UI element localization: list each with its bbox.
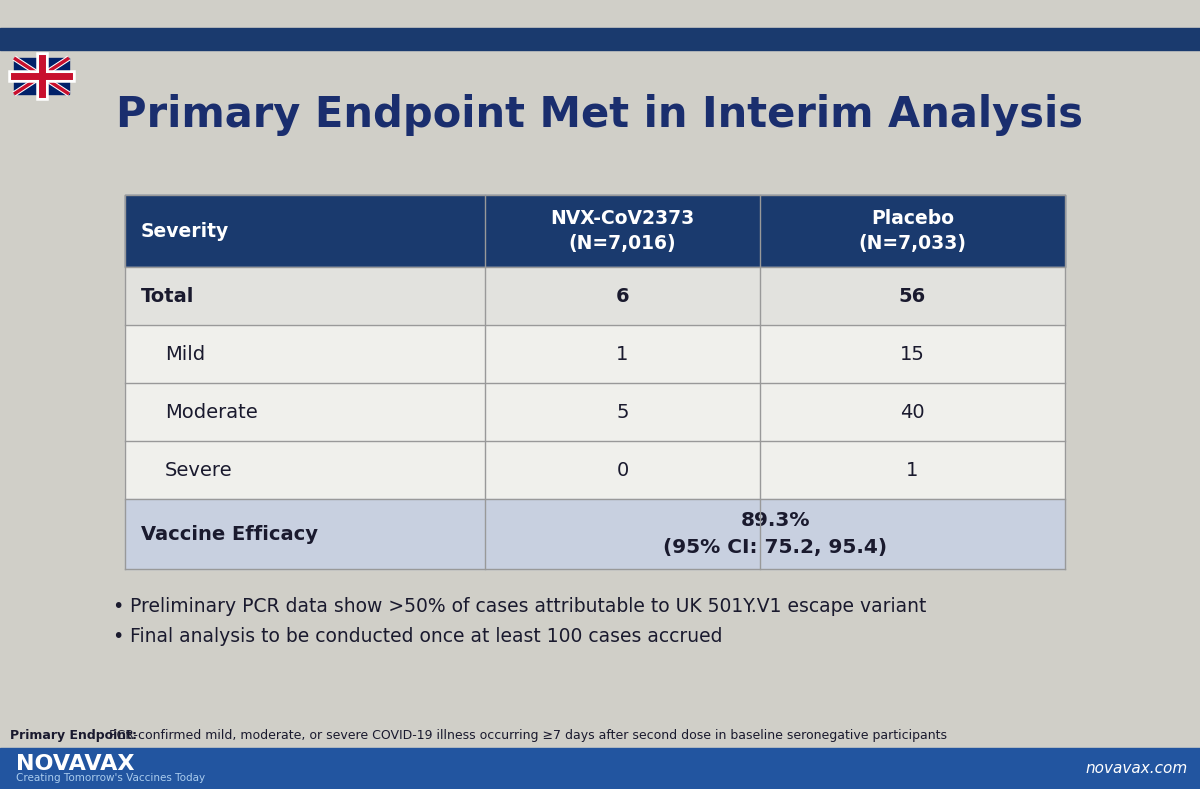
Text: NOVAVAX: NOVAVAX <box>16 753 134 773</box>
Text: 89.3%
(95% CI: 75.2, 95.4): 89.3% (95% CI: 75.2, 95.4) <box>662 511 887 557</box>
Text: Severe: Severe <box>166 461 233 480</box>
Bar <box>125 383 1066 441</box>
Text: Mild: Mild <box>166 345 205 364</box>
Text: 0: 0 <box>617 461 629 480</box>
Text: 1: 1 <box>906 461 919 480</box>
Text: 15: 15 <box>900 345 925 364</box>
Text: Final analysis to be conducted once at least 100 cases accrued: Final analysis to be conducted once at l… <box>130 627 722 646</box>
Text: Placebo
(N=7,033): Placebo (N=7,033) <box>858 209 966 252</box>
Text: Severity: Severity <box>142 222 229 241</box>
Text: Primary Endpoint Met in Interim Analysis: Primary Endpoint Met in Interim Analysis <box>116 94 1084 136</box>
Text: Primary Endpoint:: Primary Endpoint: <box>10 728 137 742</box>
Text: novavax.com: novavax.com <box>1086 761 1188 776</box>
Text: 56: 56 <box>899 286 926 305</box>
Bar <box>125 267 1066 325</box>
Text: Vaccine Efficacy: Vaccine Efficacy <box>142 525 318 544</box>
Text: Total: Total <box>142 286 194 305</box>
Text: 40: 40 <box>900 402 925 421</box>
Bar <box>125 195 1066 267</box>
Text: Preliminary PCR data show >50% of cases attributable to UK 501Y.V1 escape varian: Preliminary PCR data show >50% of cases … <box>130 597 926 616</box>
Text: 5: 5 <box>617 402 629 421</box>
Text: Creating Tomorrow's Vaccines Today: Creating Tomorrow's Vaccines Today <box>16 772 205 783</box>
Bar <box>14 58 70 94</box>
Bar <box>125 441 1066 499</box>
Bar <box>125 325 1066 383</box>
Bar <box>0 28 1200 50</box>
Text: 1: 1 <box>617 345 629 364</box>
Text: •: • <box>112 597 124 616</box>
Text: PCR-confirmed mild, moderate, or severe COVID-19 illness occurring ≥7 days after: PCR-confirmed mild, moderate, or severe … <box>106 728 947 742</box>
Text: 6: 6 <box>616 286 629 305</box>
Text: Moderate: Moderate <box>166 402 258 421</box>
Text: •: • <box>112 627 124 646</box>
Text: NVX-CoV2373
(N=7,016): NVX-CoV2373 (N=7,016) <box>551 209 695 252</box>
Bar <box>0 748 1200 789</box>
Bar <box>125 499 1066 569</box>
